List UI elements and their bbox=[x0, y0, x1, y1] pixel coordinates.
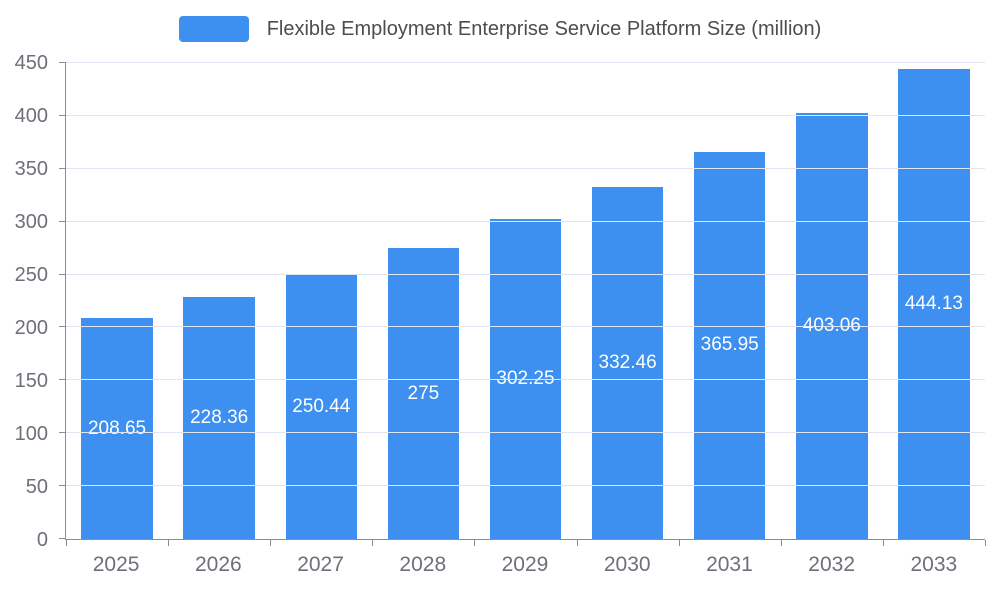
x-axis-label: 2033 bbox=[910, 553, 958, 576]
bar-value-label: 444.13 bbox=[904, 293, 963, 315]
gridline bbox=[66, 220, 985, 222]
x-axis-label: 2027 bbox=[297, 553, 344, 576]
y-axis-label: 350 bbox=[14, 158, 48, 180]
bar-band: 208.65 bbox=[66, 63, 168, 539]
x-axis-label: 2029 bbox=[501, 553, 549, 576]
bars-container: 208.65 228.36 250.44 275 302.25 332.46 365.95 4… bbox=[66, 63, 985, 539]
gridline bbox=[66, 326, 985, 328]
x-axis-tick bbox=[678, 540, 680, 546]
bar-value-label: 275 bbox=[407, 382, 440, 404]
x-axis-tick bbox=[270, 540, 272, 546]
x-axis-labels: 2025 2026 2027 2028 2029 2030 2031 2032 2033 bbox=[65, 550, 985, 580]
y-axis-tick bbox=[59, 326, 66, 328]
bar[interactable]: 228.36 bbox=[183, 297, 255, 539]
gridline bbox=[66, 485, 985, 487]
bar-band: 332.46 bbox=[577, 63, 679, 539]
x-axis-label: 2030 bbox=[603, 553, 651, 576]
plot-area: 208.65 228.36 250.44 275 302.25 332.46 365.95 4… bbox=[59, 62, 986, 546]
x-axis-tick bbox=[882, 540, 884, 546]
gridline bbox=[66, 273, 985, 275]
y-axis-labels: 0 50 100 150 200 250 300 350 400 450 bbox=[0, 53, 56, 550]
y-axis-label: 0 bbox=[36, 529, 48, 551]
bar[interactable]: 208.65 bbox=[81, 318, 153, 539]
y-axis-label: 150 bbox=[14, 370, 48, 393]
x-axis-label: 2032 bbox=[808, 553, 855, 576]
bar[interactable]: 332.46 bbox=[591, 187, 664, 539]
x-axis-tick bbox=[780, 540, 782, 546]
bar[interactable]: 444.13 bbox=[898, 69, 970, 539]
bar[interactable]: 250.44 bbox=[285, 274, 357, 539]
y-axis-tick bbox=[59, 114, 66, 116]
y-axis-label: 300 bbox=[14, 211, 48, 234]
x-axis-tick bbox=[474, 540, 476, 546]
legend-swatch[interactable] bbox=[178, 16, 249, 42]
y-axis-label: 400 bbox=[14, 105, 48, 127]
x-axis-label: 2031 bbox=[706, 553, 753, 576]
legend[interactable]: Flexible Employment Enterprise Service P… bbox=[0, 16, 1000, 42]
bar-value-label: 332.46 bbox=[598, 352, 657, 374]
bar-value-label: 302.25 bbox=[496, 368, 555, 390]
y-axis-label: 50 bbox=[25, 476, 48, 498]
gridline bbox=[66, 114, 985, 116]
bar-band: 250.44 bbox=[270, 63, 372, 539]
gridline bbox=[66, 432, 985, 434]
bar[interactable]: 275 bbox=[387, 248, 460, 539]
x-axis-tick bbox=[168, 540, 170, 546]
y-axis-tick bbox=[59, 379, 66, 381]
bar-value-label: 228.36 bbox=[190, 407, 249, 429]
y-axis-tick bbox=[59, 432, 66, 434]
y-axis-label: 250 bbox=[14, 264, 48, 286]
bar-band: 403.06 bbox=[781, 63, 883, 539]
y-axis-tick bbox=[59, 538, 66, 539]
x-axis-tick bbox=[372, 540, 374, 546]
x-axis-label: 2026 bbox=[194, 553, 242, 576]
gridline bbox=[66, 167, 985, 169]
gridline bbox=[66, 379, 985, 381]
bar-value-label: 250.44 bbox=[292, 395, 351, 417]
chart-title: Flexible Employment Enterprise Service P… bbox=[266, 18, 822, 40]
bar-band: 228.36 bbox=[168, 63, 270, 539]
y-axis-label: 200 bbox=[14, 317, 48, 339]
x-axis-tick bbox=[576, 540, 578, 546]
y-axis-label: 450 bbox=[14, 52, 48, 74]
bar[interactable]: 365.95 bbox=[693, 151, 766, 539]
bar-band: 365.95 bbox=[679, 63, 781, 539]
bar-band: 444.13 bbox=[883, 63, 985, 539]
y-axis-tick bbox=[59, 62, 66, 63]
x-axis-label: 2025 bbox=[92, 553, 140, 576]
bar-value-label: 365.95 bbox=[700, 334, 759, 356]
y-axis-tick bbox=[59, 220, 66, 222]
bar-value-label: 403.06 bbox=[802, 314, 861, 336]
bar-band: 302.25 bbox=[474, 63, 576, 539]
x-axis-tick bbox=[66, 540, 67, 546]
y-axis-tick bbox=[59, 273, 66, 275]
x-axis-tick bbox=[985, 540, 986, 546]
bar-band: 275 bbox=[372, 63, 474, 539]
x-axis-label: 2028 bbox=[399, 553, 447, 576]
y-axis-tick bbox=[59, 167, 66, 169]
y-axis-label: 100 bbox=[14, 423, 48, 445]
bar-value-label: 208.65 bbox=[87, 417, 147, 439]
bar[interactable]: 403.06 bbox=[796, 112, 868, 539]
y-axis-tick bbox=[59, 485, 66, 487]
gridline bbox=[66, 62, 985, 63]
